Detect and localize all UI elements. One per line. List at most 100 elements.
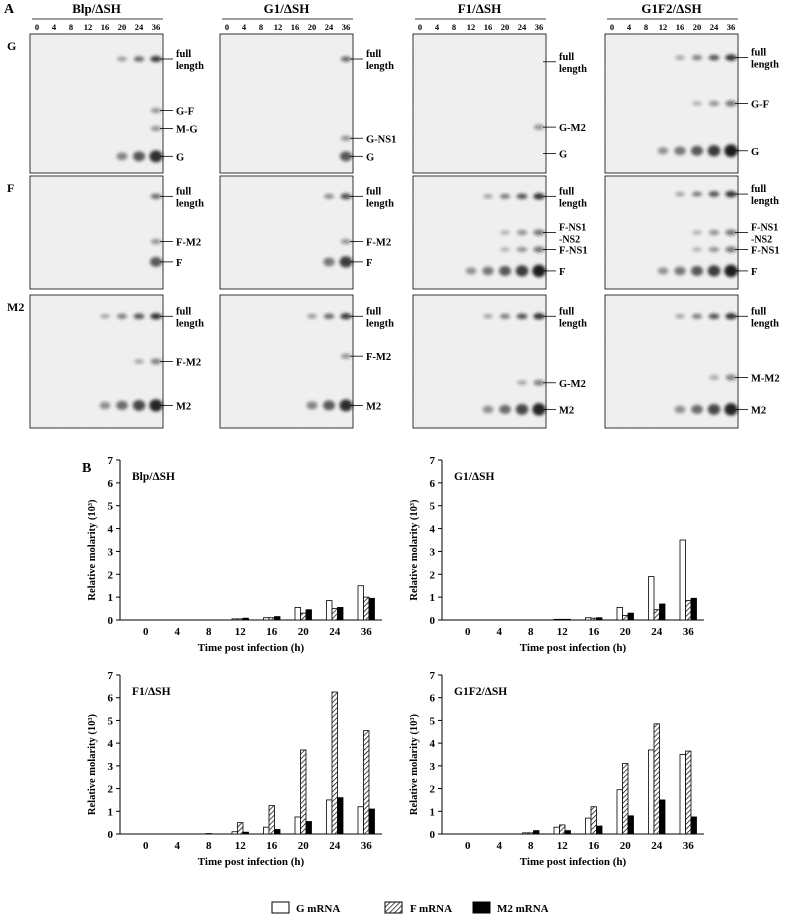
x-tick-label: 36 bbox=[683, 840, 695, 852]
y-tick-label: 3 bbox=[108, 546, 114, 558]
blot-band bbox=[340, 353, 352, 359]
y-tick-label: 7 bbox=[430, 670, 436, 682]
blot-band bbox=[482, 266, 494, 276]
band-label: length bbox=[751, 60, 779, 71]
blot-grain bbox=[220, 176, 353, 289]
y-tick-label: 7 bbox=[430, 455, 436, 467]
blot-band bbox=[533, 246, 545, 253]
blot-band bbox=[532, 403, 546, 416]
legend-label-g-mrna: G mRNA bbox=[296, 903, 340, 915]
x-axis-label: Time post infection (h) bbox=[520, 642, 627, 654]
blot-band bbox=[517, 380, 527, 386]
y-tick-label: 5 bbox=[108, 715, 114, 727]
blot-band bbox=[724, 144, 738, 158]
x-tick-label: 0 bbox=[465, 840, 471, 852]
blot-band bbox=[707, 265, 721, 277]
timepoint-label: 0 bbox=[610, 22, 614, 32]
band-label: full bbox=[176, 49, 191, 60]
blot-band bbox=[532, 264, 546, 278]
blot-band bbox=[133, 56, 145, 62]
blot-band bbox=[483, 313, 493, 319]
y-tick-label: 2 bbox=[430, 569, 436, 581]
f-mrna-bar bbox=[622, 763, 629, 835]
blot-band bbox=[323, 257, 335, 267]
band-label: length bbox=[559, 64, 587, 75]
x-tick-label: 12 bbox=[557, 840, 569, 852]
blot-band bbox=[134, 359, 144, 364]
x-tick-label: 0 bbox=[465, 626, 471, 638]
blot-band bbox=[708, 54, 720, 61]
blot-band bbox=[692, 230, 702, 235]
band-label: length bbox=[176, 318, 204, 329]
blot-band bbox=[708, 100, 720, 107]
blot-band bbox=[691, 145, 703, 156]
g-mrna-bar bbox=[231, 618, 238, 621]
blot-band bbox=[150, 107, 162, 114]
blot-band bbox=[724, 264, 738, 278]
band-label: full bbox=[176, 186, 191, 197]
g-mrna-bar bbox=[357, 585, 364, 621]
m2-mrna-bar bbox=[690, 597, 697, 621]
timepoint-label: 20 bbox=[693, 22, 702, 32]
band-label: length bbox=[751, 318, 779, 329]
band-label: full bbox=[559, 306, 574, 317]
legend-label-m2-mrna: M2 mRNA bbox=[497, 903, 549, 915]
f-mrna-bar bbox=[590, 617, 597, 621]
blot-band bbox=[150, 358, 162, 365]
x-axis-label: Time post infection (h) bbox=[198, 642, 305, 654]
timepoint-label: 8 bbox=[452, 22, 456, 32]
band-label: F-NS1 bbox=[559, 245, 588, 256]
blot-band bbox=[116, 152, 128, 161]
band-label: full bbox=[751, 306, 766, 317]
blot-band bbox=[100, 313, 110, 319]
blot-band bbox=[533, 379, 545, 386]
y-axis-label: Relative molarity (10³) bbox=[409, 499, 420, 601]
blot-band bbox=[674, 146, 686, 156]
blot-band bbox=[323, 313, 335, 320]
x-tick-label: 4 bbox=[175, 626, 181, 638]
legend-swatch-g-mrna bbox=[271, 901, 290, 914]
blot-band bbox=[515, 265, 529, 277]
blot-grain bbox=[413, 34, 546, 173]
y-tick-label: 5 bbox=[430, 501, 436, 513]
timepoint-label: 36 bbox=[727, 22, 736, 32]
blot-band bbox=[691, 265, 703, 276]
blot-band bbox=[691, 404, 703, 414]
timepoint-label: 36 bbox=[535, 22, 544, 32]
blot-band bbox=[132, 399, 146, 411]
timepoint-label: 24 bbox=[135, 22, 144, 32]
blot-band bbox=[150, 193, 162, 200]
blot-band bbox=[657, 147, 669, 155]
m2-mrna-bar bbox=[242, 831, 249, 835]
blot-column-title: G1/ΔSH bbox=[264, 1, 310, 16]
timepoint-label: 16 bbox=[291, 22, 300, 32]
blot-band bbox=[133, 151, 145, 162]
band-label: length bbox=[176, 198, 204, 209]
timepoint-label: 8 bbox=[644, 22, 648, 32]
x-tick-label: 8 bbox=[528, 840, 534, 852]
x-tick-label: 4 bbox=[497, 840, 503, 852]
x-tick-label: 8 bbox=[528, 626, 534, 638]
blot-band bbox=[499, 404, 511, 414]
g-mrna-bar bbox=[294, 816, 301, 835]
m2-mrna-bar bbox=[659, 603, 666, 621]
blot-band bbox=[340, 238, 352, 245]
timepoint-label: 36 bbox=[342, 22, 351, 32]
f-mrna-bar bbox=[331, 608, 338, 621]
y-tick-label: 2 bbox=[108, 569, 114, 581]
timepoint-label: 8 bbox=[69, 22, 73, 32]
f-mrna-bar bbox=[363, 730, 370, 835]
x-tick-label: 8 bbox=[206, 626, 212, 638]
timepoint-label: 12 bbox=[274, 22, 283, 32]
blot-band bbox=[149, 399, 163, 412]
blot-band bbox=[500, 230, 510, 235]
g-mrna-bar bbox=[326, 600, 333, 621]
blot-band bbox=[725, 100, 737, 107]
blot-band bbox=[499, 193, 511, 199]
blot-band bbox=[150, 313, 162, 320]
blot-band bbox=[725, 54, 737, 61]
band-label: G bbox=[176, 152, 184, 163]
